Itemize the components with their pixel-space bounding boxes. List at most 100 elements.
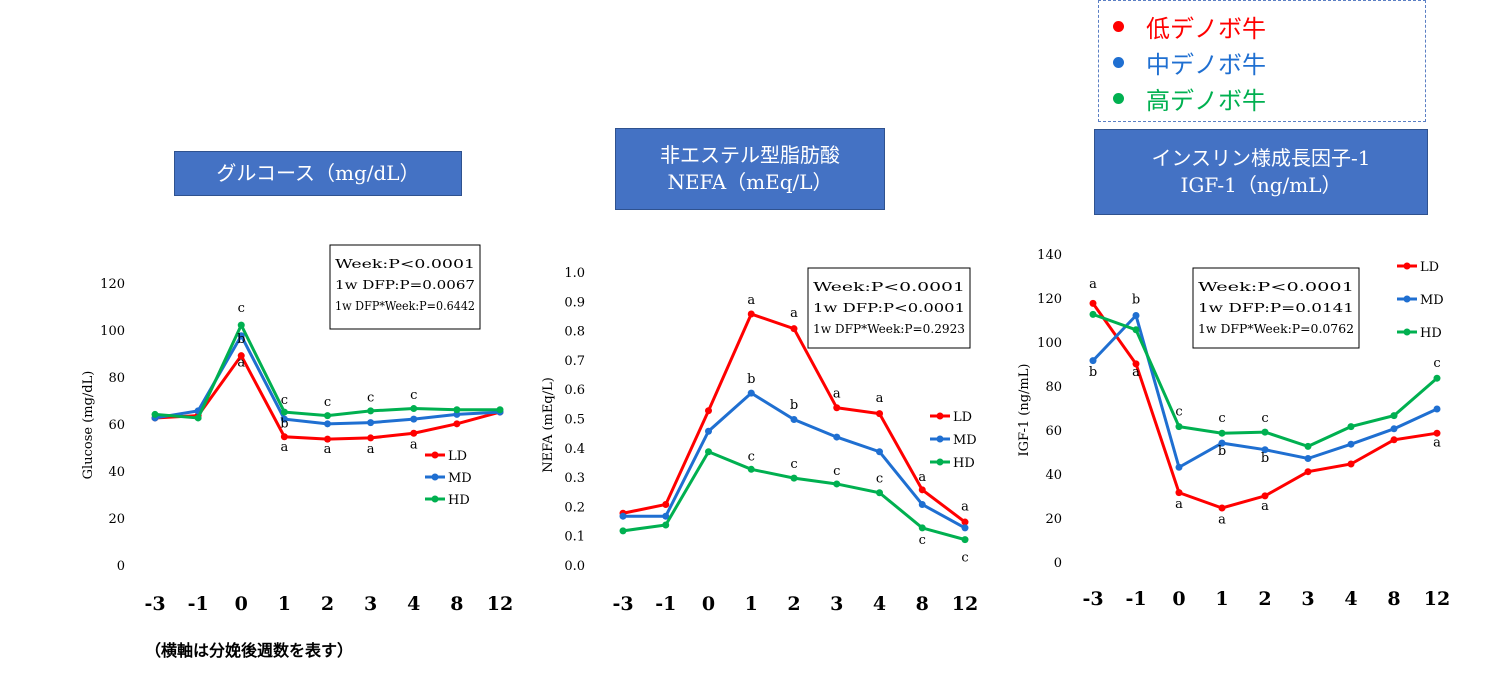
data-point-MD [705,427,712,435]
glucose-title-box: グルコース（mg/dL） [174,151,462,196]
significance-letter: a [237,355,245,370]
data-point-MD [1089,357,1097,365]
y-tick-label: 120 [100,277,125,292]
x-tick-label: 1 [1215,588,1228,610]
y-tick-label: 100 [100,324,125,339]
data-point-LD [280,433,288,441]
data-point-MD [747,389,755,397]
data-point-HD [790,474,798,482]
data-point-MD [237,332,245,340]
stats-line: Week:P<0.0001 [1198,279,1354,294]
significance-letter: a [1261,499,1269,514]
x-tick-label: 8 [1387,588,1400,610]
data-point-HD [1218,429,1226,437]
data-point-LD [1175,489,1183,497]
y-tick-label: 0 [117,559,125,574]
data-point-LD [1089,299,1097,307]
x-tick-label: -3 [612,593,633,615]
x-tick-label: 3 [830,593,843,615]
data-point-HD [280,408,288,416]
significance-letter: b [280,416,288,431]
significance-letter: a [1175,497,1183,512]
significance-letter: b [1089,365,1097,380]
data-point-LD [453,420,461,428]
stats-line: 1w DFP*Week:P=0.6442 [335,298,475,313]
y-tick-label: 40 [108,465,125,480]
stats-box: Week:P<0.0001 1w DFP:P<0.0001 1w DFP*Week:… [807,267,971,349]
significance-letter: a [1218,512,1226,527]
significance-letter: a [747,293,755,308]
legend-label-HD: HD [1420,326,1442,341]
significance-letter: a [324,442,332,457]
legend-marker-LD [431,451,439,459]
data-point-MD [280,415,288,423]
stats-box-border [807,267,971,349]
data-point-HD [833,480,841,488]
data-point-HD [1390,412,1398,420]
significance-letter: c [919,533,926,548]
legend-label-LD: LD [1420,260,1439,275]
stats-box: Week:P<0.0001 1w DFP:P=0.0141 1w DFP*Week:… [1192,267,1360,349]
legend-low-denovo: 低デノボ牛 [1113,9,1266,44]
igf1-title-box: インスリン様成長因子-1 IGF-1（ng/mL） [1094,129,1428,215]
significance-letter: a [1132,365,1140,380]
significance-letter: b [1261,451,1269,466]
data-point-LD [367,434,375,442]
legend-label-HD: HD [448,493,470,508]
stats-line: 1w DFP*Week:P=0.2923 [813,321,965,336]
legend-label-MD: MD [953,433,977,448]
x-tick-label: 2 [787,593,800,615]
significance-letter: c [1433,356,1440,371]
data-point-HD [619,527,627,535]
data-point-MD [619,512,627,520]
data-point-LD [410,429,418,437]
y-axis-label: NEFA (mEq/L) [541,377,556,473]
significance-letter: a [1089,277,1097,292]
significance-letter: b [1132,292,1140,307]
glucose-title: グルコース（mg/dL） [216,161,420,185]
data-point-MD [1218,439,1226,447]
legend-mid-denovo: 中デノボ牛 [1113,45,1266,80]
data-point-LD [961,518,969,526]
data-point-HD [496,406,504,414]
data-point-LD [833,404,841,412]
legend-label-LD: LD [448,449,467,464]
data-point-HD [876,489,883,497]
significance-letter: c [1175,405,1182,420]
y-tick-label: 0.7 [564,354,585,369]
data-point-MD [918,500,926,508]
x-tick-label: 12 [1424,588,1450,610]
x-tick-label: 0 [702,593,715,615]
y-tick-label: 0.6 [564,383,585,398]
red-dot-icon [1113,21,1124,32]
data-point-HD [367,407,375,415]
significance-letter: c [748,450,755,465]
stats-line: 1w DFP:P<0.0001 [813,300,965,315]
significance-letter: a [1433,435,1441,450]
stats-box-border [329,244,481,330]
x-tick-label: -1 [188,593,209,615]
significance-letter: c [238,301,245,316]
data-point-MD [790,416,798,423]
legend-marker-HD [1403,328,1411,336]
x-tick-label: 3 [1301,588,1314,610]
data-point-HD [1089,310,1097,318]
y-tick-label: 0 [1054,556,1062,571]
significance-letter: c [876,471,883,486]
stats-box: Week:P<0.0001 1w DFP:P=0.0067 1w DFP*Week:… [329,244,481,330]
legend-mid-denovo-label: 中デノボ牛 [1146,51,1266,79]
x-tick-label: -1 [655,593,676,615]
data-point-LD [918,486,926,494]
nefa-title-box: 非エステル型脂肪酸 NEFA（mEq/L） [615,128,885,210]
data-point-LD [237,352,245,360]
blue-dot-icon [1113,57,1124,68]
x-tick-label: 3 [364,593,377,615]
data-point-MD [1390,425,1398,433]
x-tick-label: -3 [144,593,165,615]
significance-letter: a [280,440,288,455]
data-point-HD [194,414,202,422]
x-tick-label: 0 [1172,588,1185,610]
significance-letter: c [1261,411,1268,426]
stats-line: 1w DFP:P=0.0141 [1198,300,1354,315]
legend-marker-HD [936,458,944,466]
